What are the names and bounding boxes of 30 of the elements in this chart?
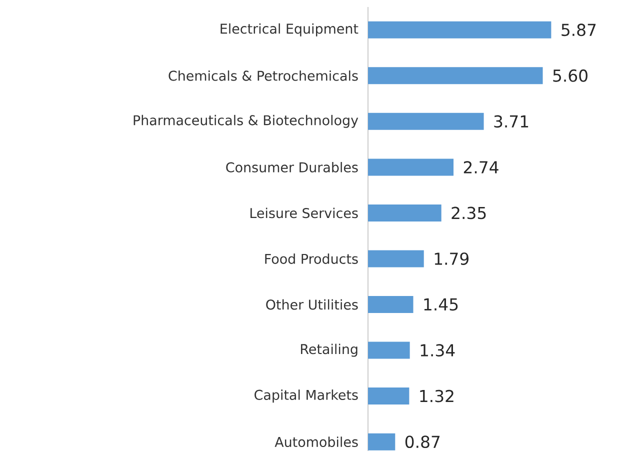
bar — [368, 388, 410, 405]
y-tick-label: Automobiles — [274, 436, 358, 448]
data-label: 0.87 — [405, 436, 440, 448]
data-label: 1.32 — [420, 390, 454, 402]
y-tick-label: Capital Markets — [254, 390, 358, 403]
data-label: 1.34 — [420, 344, 455, 357]
data-label: 2.35 — [452, 206, 486, 220]
y-tick-label: Consumer Durables — [226, 162, 358, 172]
y-tick-label: Retailing — [301, 344, 358, 357]
bar — [368, 67, 543, 84]
data-label: 2.74 — [464, 161, 498, 174]
y-tick-label: Chemicals & Petrochemicals — [168, 70, 358, 81]
data-label: 1.45 — [424, 298, 458, 311]
bar — [368, 112, 484, 130]
bar — [368, 433, 396, 450]
y-tick-label: Food Products — [265, 254, 358, 264]
data-label: 5.60 — [553, 69, 588, 82]
y-tick-label: Pharmaceuticals & Biotechnology — [134, 114, 358, 128]
bar — [368, 21, 552, 38]
y-tick-label: Other Utilities — [266, 299, 358, 310]
y-tick-label: Leisure Services — [250, 208, 358, 218]
data-label: 5.87 — [562, 24, 596, 36]
bar — [368, 296, 414, 314]
bar — [368, 204, 442, 222]
data-label: 1.79 — [434, 252, 468, 265]
bar — [368, 250, 424, 268]
data-label: 3.71 — [494, 115, 528, 128]
y-tick-label: Electrical Equipment — [220, 23, 358, 36]
bar — [368, 158, 454, 176]
bar — [368, 342, 410, 359]
